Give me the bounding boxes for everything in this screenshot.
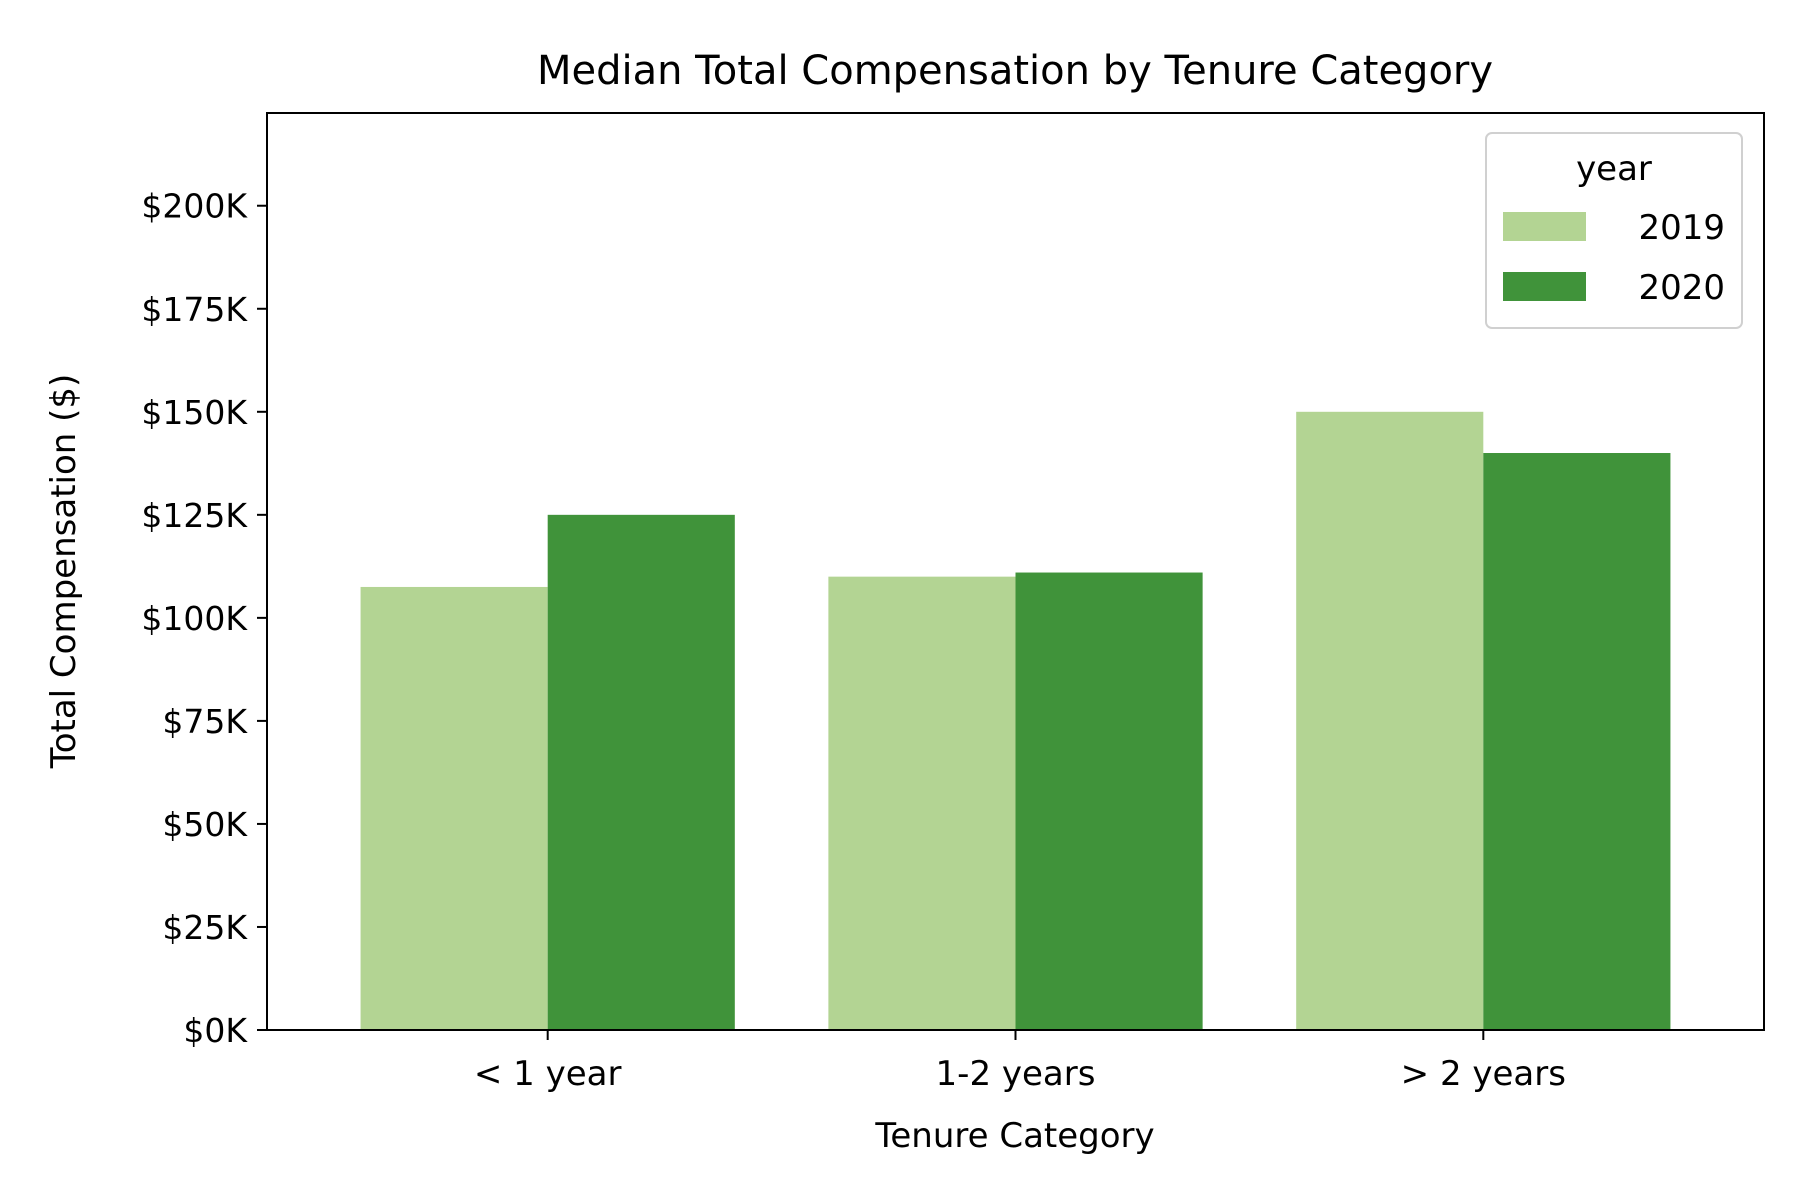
bar-2019-1	[828, 576, 1016, 1030]
y-tick-label: $75K	[162, 702, 248, 741]
legend-swatch-2019	[1503, 212, 1586, 241]
bar-2020-2	[1483, 453, 1671, 1030]
bar-2019-2	[1296, 411, 1484, 1031]
chart-title: Median Total Compensation by Tenure Cate…	[537, 48, 1493, 94]
y-tick-label: $25K	[162, 908, 248, 947]
x-axis-label: Tenure Category	[874, 1116, 1154, 1156]
y-tick-label: $150K	[141, 393, 248, 432]
y-tick-label: $100K	[141, 599, 248, 638]
x-tick-label: < 1 year	[474, 1054, 622, 1094]
y-tick-label: $175K	[141, 290, 248, 329]
legend-items: 2019 2020	[1503, 208, 1725, 308]
y-axis-label: Total Compensation ($)	[44, 374, 84, 770]
legend-swatch-2020	[1503, 272, 1586, 301]
bar-2020-0	[547, 514, 735, 1030]
bars-layer	[360, 411, 1671, 1031]
legend-label-2019: 2019	[1638, 208, 1725, 248]
y-tick-label: $125K	[141, 496, 248, 535]
y-tick-label: $50K	[162, 805, 248, 844]
x-tick-label: > 2 years	[1401, 1054, 1566, 1094]
y-tick-label: $0K	[183, 1011, 248, 1050]
y-tick-label: $200K	[141, 187, 248, 226]
y-axis: $0K $25K $50K $75K $100K $125K $150K $175K $200K	[141, 187, 267, 1050]
bar-2019-0	[360, 586, 548, 1030]
x-axis: < 1 year 1-2 years > 2 years	[474, 1030, 1566, 1094]
bar-2020-1	[1015, 572, 1203, 1030]
legend-title: year	[1576, 149, 1652, 189]
x-tick-label: 1-2 years	[936, 1054, 1096, 1094]
legend-label-2020: 2020	[1638, 268, 1725, 308]
legend: year 2019 2020	[1485, 132, 1743, 329]
